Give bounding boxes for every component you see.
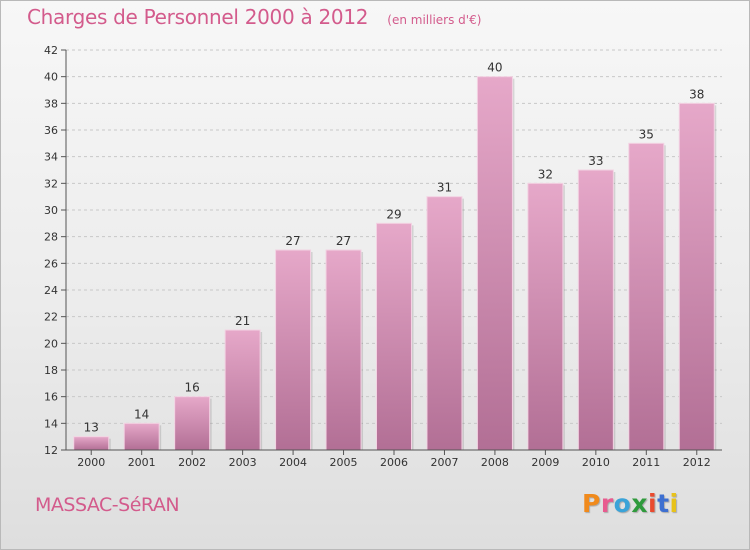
bar-2007[interactable]: [426, 196, 463, 451]
bar-2000[interactable]: [73, 436, 110, 451]
y-tick-label: 16: [44, 391, 58, 404]
x-tick-label: 2001: [128, 456, 156, 469]
y-tick-label: 42: [44, 44, 58, 57]
bar-2009[interactable]: [527, 182, 564, 451]
bar-2002[interactable]: [174, 396, 211, 451]
y-tick-label: 28: [44, 231, 58, 244]
value-label: 27: [336, 234, 351, 248]
bar-2001[interactable]: [123, 422, 160, 451]
x-tick-label: 2002: [178, 456, 206, 469]
proxiti-logo[interactable]: Proxiti: [582, 489, 679, 518]
bar-2011[interactable]: [628, 142, 665, 451]
x-tick-label: 2007: [430, 456, 458, 469]
x-tick-label: 2003: [229, 456, 257, 469]
y-tick-label: 32: [44, 177, 58, 190]
y-tick-label: 24: [44, 284, 58, 297]
bar-2004[interactable]: [275, 249, 312, 451]
x-tick-label: 2008: [481, 456, 509, 469]
x-tick-label: 2000: [77, 456, 105, 469]
logo-letter: t: [657, 489, 670, 518]
x-tick-label: 2009: [531, 456, 559, 469]
logo-letter: P: [582, 489, 601, 518]
value-label: 35: [639, 127, 654, 141]
logo-letter: i: [669, 489, 679, 518]
logo-letter: r: [600, 489, 614, 518]
value-label: 16: [185, 381, 200, 395]
value-label: 29: [386, 207, 401, 221]
bar-2006[interactable]: [376, 222, 412, 451]
value-label: 31: [437, 181, 452, 195]
x-tick-label: 2004: [279, 456, 307, 469]
value-label: 33: [588, 154, 603, 168]
value-label: 40: [487, 61, 502, 75]
y-tick-label: 22: [44, 311, 58, 324]
bar-2008[interactable]: [476, 76, 513, 451]
logo-letter: i: [648, 489, 658, 518]
y-tick-label: 14: [44, 417, 58, 430]
x-tick-label: 2005: [330, 456, 358, 469]
bar-2012[interactable]: [678, 102, 715, 451]
logo-letter: x: [631, 489, 648, 518]
y-tick-label: 38: [44, 97, 58, 110]
value-label: 32: [538, 167, 553, 181]
x-tick-label: 2006: [380, 456, 408, 469]
x-tick-label: 2011: [632, 456, 660, 469]
value-label: 13: [84, 421, 99, 435]
bars: [73, 76, 717, 451]
value-label: 21: [235, 314, 250, 328]
value-label: 14: [134, 407, 149, 421]
commune-name: MASSAC-SéRAN: [35, 494, 180, 516]
x-tick-label: 2012: [683, 456, 711, 469]
y-tick-label: 40: [44, 71, 58, 84]
chart-title: Charges de Personnel 2000 à 2012: [27, 5, 369, 29]
bar-2005[interactable]: [325, 249, 362, 451]
y-tick-label: 36: [44, 124, 58, 137]
y-tick-label: 12: [44, 444, 58, 457]
bar-2010[interactable]: [577, 169, 614, 451]
chart-subtitle: (en milliers d'€): [387, 13, 482, 27]
y-tick-label: 26: [44, 257, 58, 270]
y-tick-label: 18: [44, 364, 58, 377]
value-label: 38: [689, 87, 704, 101]
y-tick-label: 20: [44, 337, 58, 350]
y-tick-label: 34: [44, 151, 58, 164]
logo-letter: o: [613, 489, 632, 518]
bar-2003[interactable]: [224, 329, 261, 451]
value-label: 27: [285, 234, 300, 248]
chart-header: Charges de Personnel 2000 à 2012 (en mil…: [27, 5, 481, 29]
y-tick-label: 30: [44, 204, 58, 217]
x-tick-label: 2010: [582, 456, 610, 469]
axes: 12 14 16 18 20 22 24 26 28 30 32 34 36 38 40 42 2000 2001…: [44, 44, 722, 469]
data-labels: 13 14 16 21 27 27 29 31 40 32 33 35 38: [84, 61, 705, 435]
